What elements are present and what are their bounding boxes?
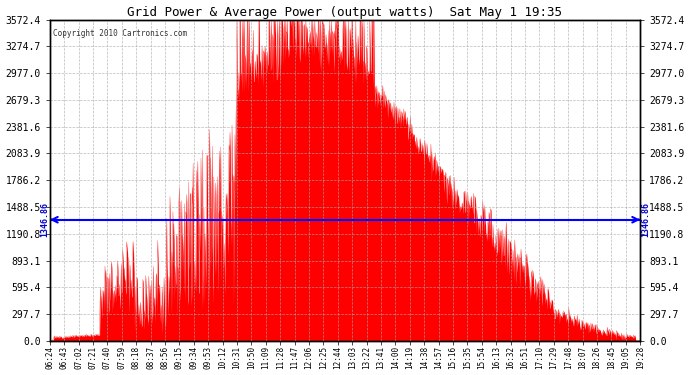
Text: 1346.86: 1346.86 — [40, 202, 49, 237]
Title: Grid Power & Average Power (output watts)  Sat May 1 19:35: Grid Power & Average Power (output watts… — [128, 6, 562, 18]
Text: Copyright 2010 Cartronics.com: Copyright 2010 Cartronics.com — [52, 29, 187, 38]
Text: 1346.86: 1346.86 — [641, 202, 650, 237]
